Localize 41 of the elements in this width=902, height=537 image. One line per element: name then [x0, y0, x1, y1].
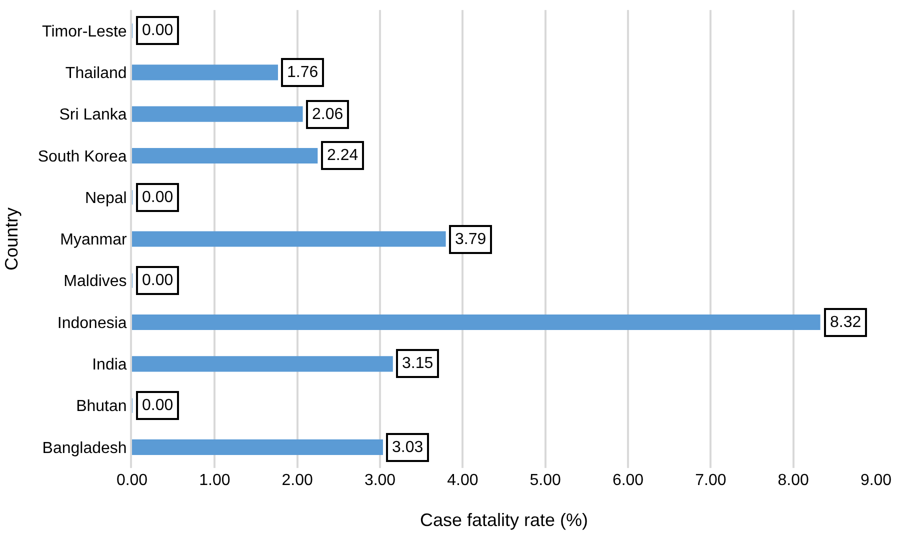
y-axis-title: Country [2, 207, 22, 271]
bar [132, 148, 318, 164]
y-tick-label: Maldives [64, 273, 127, 290]
data-label: 3.79 [455, 231, 486, 248]
y-tick-label: Bhutan [76, 398, 127, 416]
y-tick-label: India [92, 356, 127, 374]
data-label: 0.00 [142, 22, 174, 39]
bar [132, 231, 446, 247]
data-label: 0.00 [142, 189, 174, 206]
data-label: 1.76 [287, 64, 318, 81]
data-label: 0.00 [142, 397, 174, 414]
x-tick-label: 0.00 [116, 472, 148, 489]
y-tick-label: South Korea [38, 148, 127, 166]
x-tick-label: 4.00 [447, 472, 478, 489]
data-label: 2.06 [312, 106, 344, 123]
y-tick-label: Indonesia [57, 314, 127, 332]
bar [132, 64, 278, 80]
y-tick-label: Sri Lanka [59, 106, 127, 124]
x-tick-label: 8.00 [778, 472, 809, 489]
bar [132, 314, 820, 330]
y-tick-label: Bangladesh [42, 440, 127, 457]
x-tick-label: 2.00 [282, 472, 313, 489]
x-axis-title: Case fatality rate (%) [420, 510, 588, 530]
y-tick-label: Thailand [65, 65, 127, 82]
x-tick-label: 1.00 [199, 472, 230, 489]
y-tick-label: Timor-Leste [42, 23, 127, 40]
bar [132, 439, 383, 455]
x-tick-label: 7.00 [695, 472, 726, 489]
data-label: 8.32 [830, 314, 862, 331]
bar [132, 356, 393, 372]
bar [132, 106, 303, 122]
data-label: 3.15 [402, 355, 434, 372]
data-label: 3.03 [392, 439, 424, 456]
y-tick-label: Myanmar [60, 232, 128, 249]
data-label: 2.24 [327, 147, 358, 164]
y-tick-label: Nepal [84, 190, 127, 207]
x-tick-label: 6.00 [612, 472, 644, 489]
data-label: 0.00 [142, 272, 174, 289]
x-tick-label: 3.00 [364, 472, 396, 489]
x-tick-label: 9.00 [860, 472, 892, 489]
x-tick-label: 5.00 [530, 472, 561, 489]
